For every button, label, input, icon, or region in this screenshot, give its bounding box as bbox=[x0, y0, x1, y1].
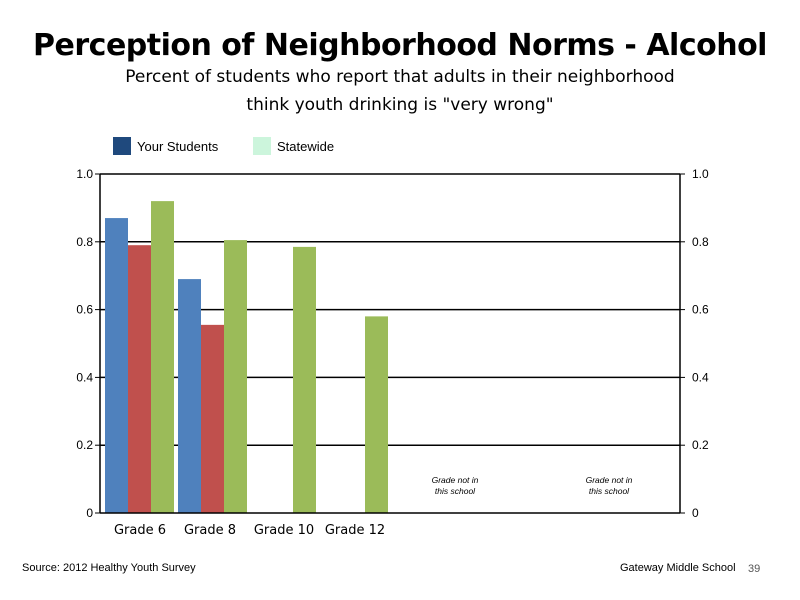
legend-swatch-your-students bbox=[113, 137, 131, 155]
y-tick-label-left: 0.4 bbox=[76, 370, 93, 384]
x-tick-label: Grade 12 bbox=[325, 523, 385, 538]
source-note: Source: 2012 Healthy Youth Survey bbox=[22, 562, 196, 574]
bar-grade-8-series-2 bbox=[201, 324, 224, 513]
y-tick-label-left: 1.0 bbox=[76, 167, 93, 181]
y-tick-label-right: 0.2 bbox=[692, 438, 709, 452]
bar-grade-10-series-3 bbox=[293, 246, 316, 513]
bar-grade-12-series-3 bbox=[365, 316, 388, 513]
x-tick-label: Grade 10 bbox=[254, 523, 314, 538]
y-tick-label-right: 0.4 bbox=[692, 370, 709, 384]
legend-label-your-students: Your Students bbox=[137, 138, 219, 154]
y-tick-label-left: 0.6 bbox=[76, 303, 93, 317]
chart-subtitle-line-2: think youth drinking is "very wrong" bbox=[246, 95, 554, 115]
legend-swatch-statewide bbox=[253, 137, 271, 155]
school-name: Gateway Middle School bbox=[620, 562, 736, 574]
annotation-line-2: this school bbox=[435, 486, 476, 496]
bar-grade-6-series-3 bbox=[151, 201, 174, 513]
chart-subtitle-line-1: Percent of students who report that adul… bbox=[125, 67, 675, 87]
legend-item-statewide: Statewide bbox=[253, 136, 334, 156]
annotation-line-2: this school bbox=[589, 486, 630, 496]
y-tick-label-right: 0 bbox=[692, 506, 699, 520]
y-tick-label-left: 0 bbox=[86, 506, 93, 520]
bar-grade-6-series-2 bbox=[128, 245, 151, 513]
x-tick-label: Grade 8 bbox=[184, 523, 236, 538]
page-number: 39 bbox=[748, 563, 761, 575]
y-tick-label-right: 1.0 bbox=[692, 167, 709, 181]
bar-grade-8-series-1 bbox=[178, 279, 201, 513]
legend-label-statewide: Statewide bbox=[277, 138, 335, 154]
y-tick-label-left: 0.8 bbox=[76, 235, 93, 249]
y-tick-label-right: 0.6 bbox=[692, 303, 709, 317]
chart-title: Perception of Neighborhood Norms - Alcoh… bbox=[33, 28, 767, 63]
y-tick-label-right: 0.8 bbox=[692, 235, 709, 249]
annotation-line-1: Grade not in bbox=[586, 475, 633, 485]
y-tick-label-left: 0.2 bbox=[76, 438, 93, 452]
x-tick-label: Grade 6 bbox=[114, 523, 166, 538]
bar-grade-6-series-1 bbox=[105, 218, 128, 513]
legend-item-your-students: Your Students bbox=[113, 136, 218, 156]
bar-grade-8-series-3 bbox=[224, 240, 247, 514]
annotation-line-1: Grade not in bbox=[432, 475, 479, 485]
